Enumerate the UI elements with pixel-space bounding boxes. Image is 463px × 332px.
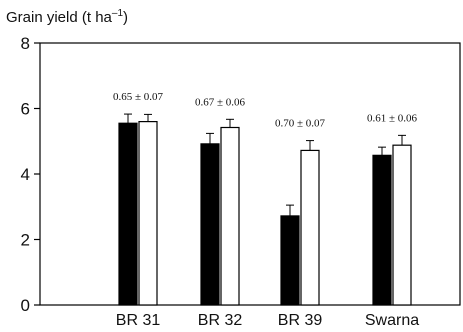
- bar: [280, 215, 300, 306]
- group-annotation: 0.70 ± 0.07: [275, 118, 326, 130]
- y-axis-label-close: ): [123, 9, 128, 26]
- bar: [200, 143, 220, 306]
- axes: [34, 42, 461, 306]
- group-annotation: 0.67 ± 0.06: [195, 96, 246, 108]
- x-category-label: BR 32: [198, 312, 243, 329]
- bar: [300, 149, 320, 306]
- y-axis-label: Grain yield (t ha–1): [6, 8, 128, 26]
- group-annotation: 0.65 ± 0.07: [113, 91, 164, 103]
- y-tick-label: 4: [21, 165, 30, 184]
- x-category-label: BR 39: [278, 312, 323, 329]
- x-category-label: BR 31: [116, 312, 161, 329]
- y-axis-label-main: Grain yield (t ha: [6, 9, 113, 26]
- bars: [118, 113, 412, 306]
- y-tick-label: 0: [21, 296, 30, 315]
- bar: [372, 154, 392, 306]
- group-annotation: 0.61 ± 0.06: [367, 112, 418, 124]
- y-tick-label: 8: [21, 34, 30, 53]
- bar: [220, 126, 240, 306]
- y-axis-label-superscript: –1: [112, 8, 124, 19]
- y-tick-label: 2: [21, 231, 30, 250]
- y-tick-label: 6: [21, 100, 30, 119]
- bar: [138, 120, 158, 306]
- x-category-label: Swarna: [365, 312, 419, 329]
- bar: [118, 122, 138, 306]
- labels: 0 2 4 6 8 BR 31 0.65 ± 0.07 BR 32 0.67 ± 0.06 BR …: [21, 34, 420, 329]
- bar: [392, 144, 412, 306]
